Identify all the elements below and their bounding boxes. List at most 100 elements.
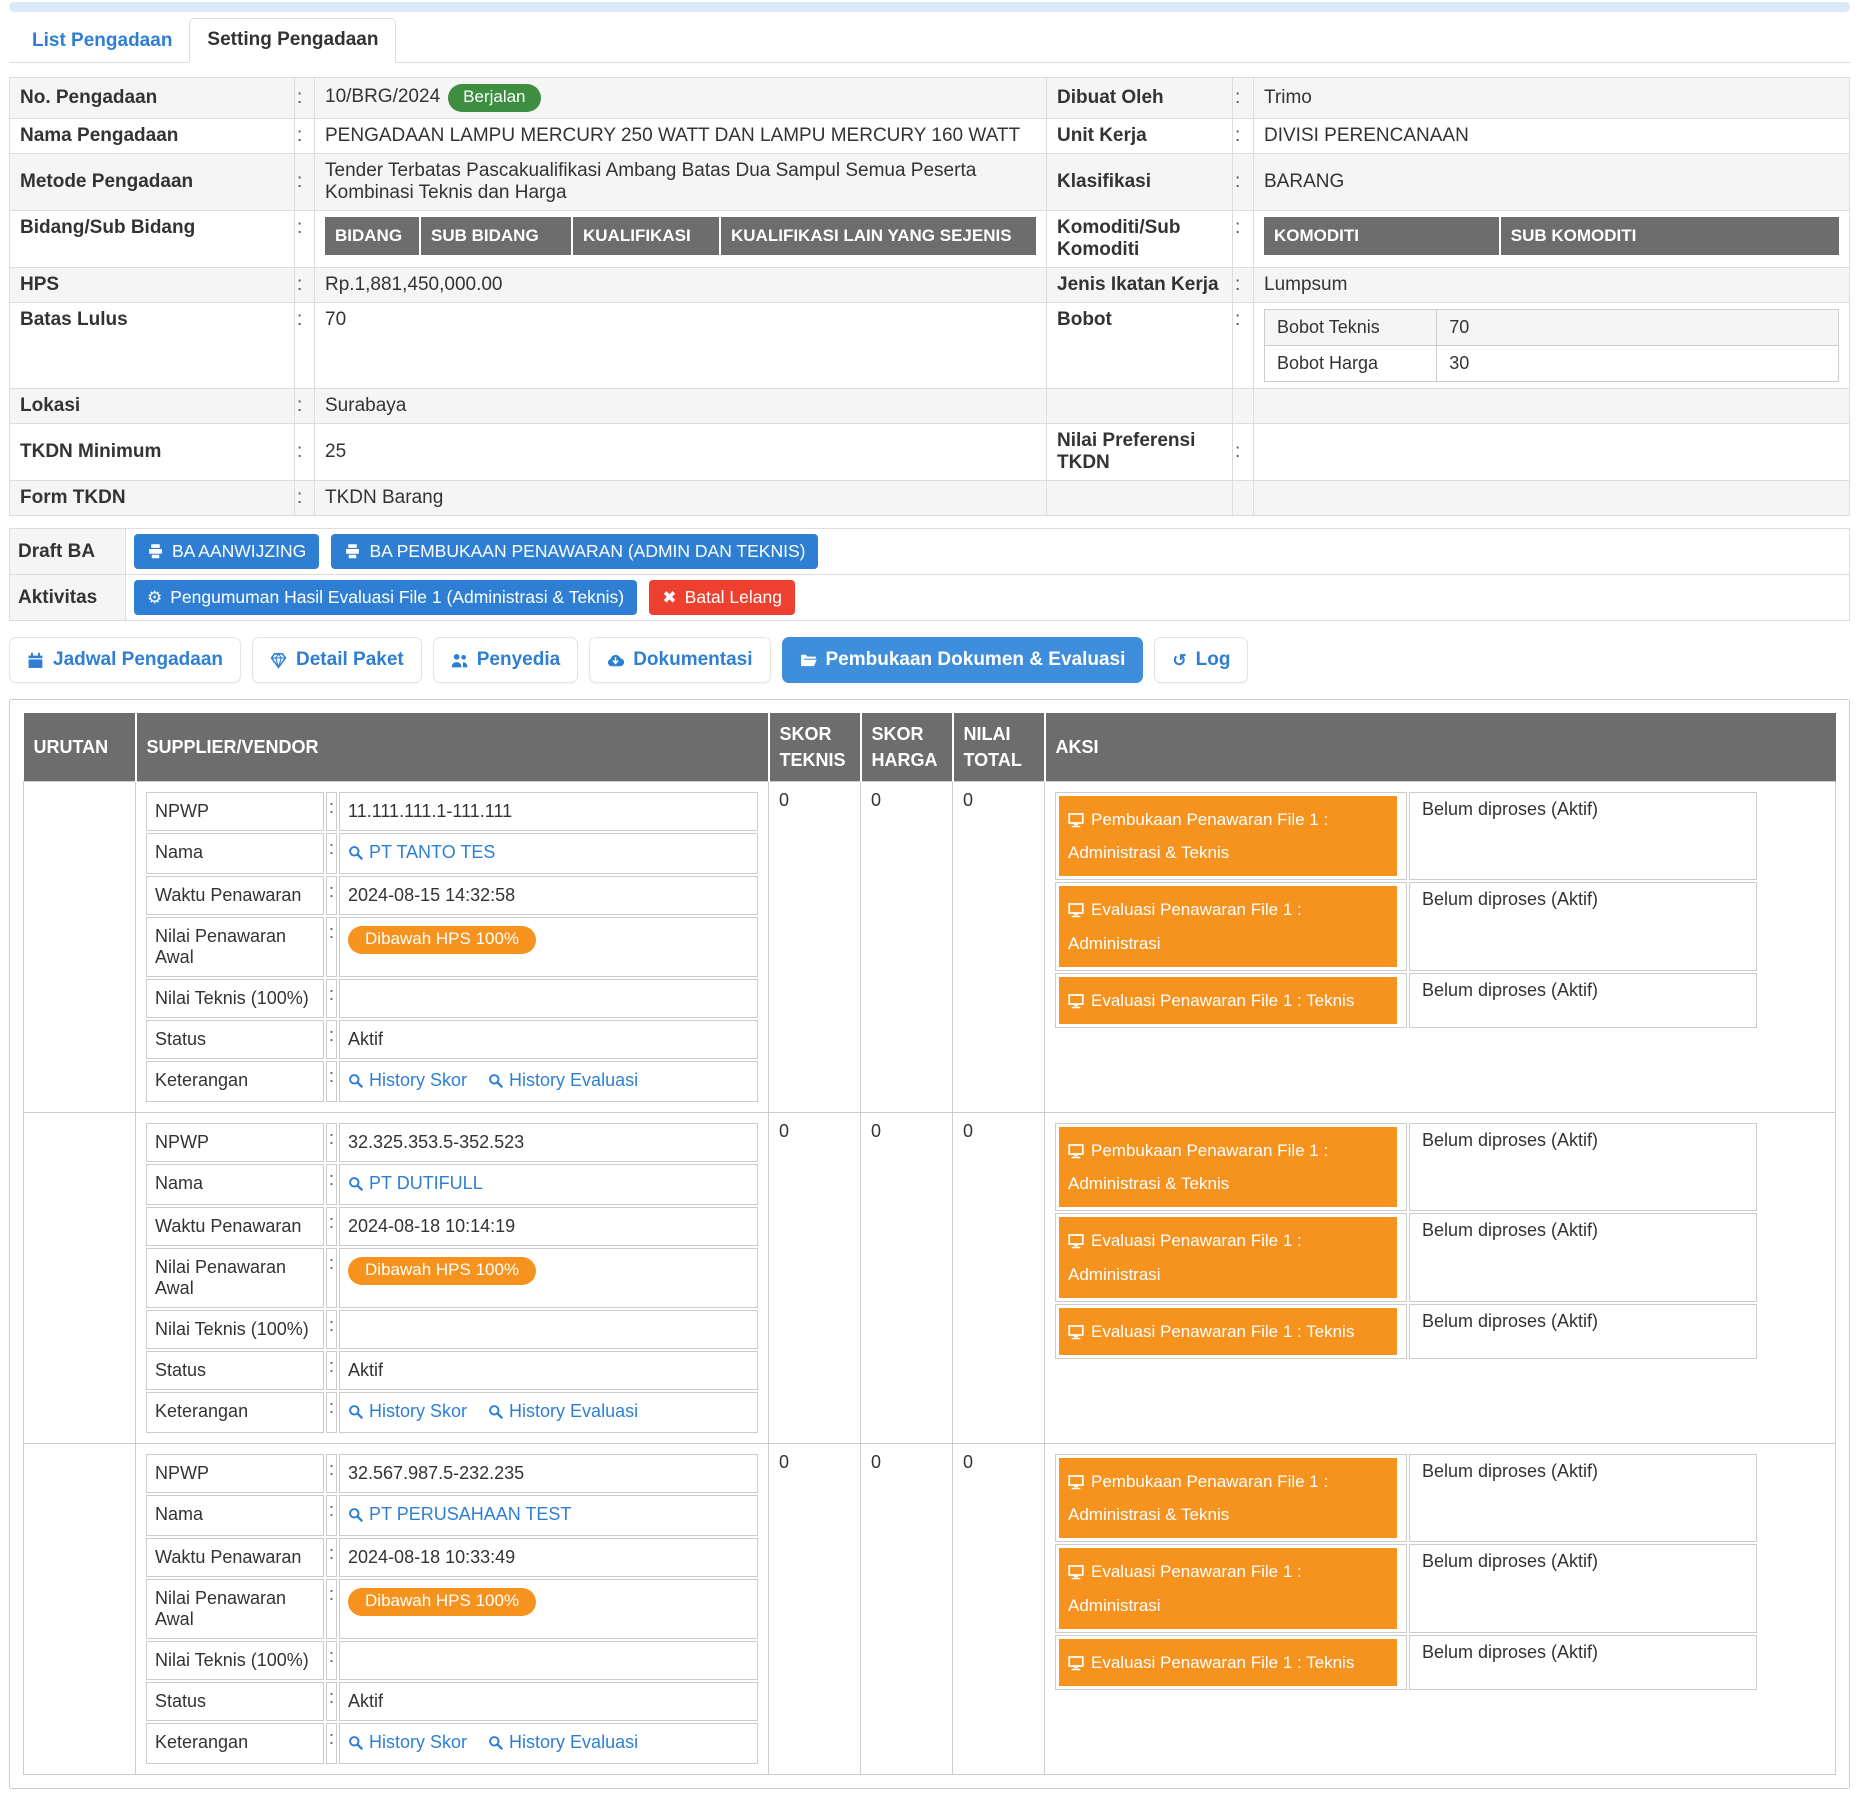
vendor-npwp: 32.325.353.5-352.523 <box>339 1123 758 1163</box>
sub-komoditi-header: SUB KOMODITI <box>1499 217 1839 255</box>
search-icon <box>348 1176 363 1191</box>
monitor-icon <box>1068 993 1084 1009</box>
bidang-header: BIDANG <box>325 217 421 255</box>
vendor-row: NPWP : 32.567.987.5-232.235 Nama : PT PE… <box>23 1443 1836 1776</box>
vendor-name-link[interactable]: PT TANTO TES <box>348 842 495 863</box>
monitor-icon <box>1068 1474 1084 1490</box>
header-nilai-total: NILAI TOTAL <box>952 713 1046 782</box>
nilai-total-value: 0 <box>952 1443 1045 1776</box>
history-skor-link[interactable]: History Skor <box>348 1070 467 1091</box>
hps-badge: Dibawah HPS 100% <box>348 1257 537 1286</box>
pembukaan-penawaran-file1-button[interactable]: Pembukaan Penawaran File 1 : Administras… <box>1059 796 1397 877</box>
vendor-table: URUTAN SUPPLIER/VENDOR SKOR TEKNIS SKOR … <box>23 713 1836 1776</box>
search-icon <box>348 845 363 860</box>
tab-setting-pengadaan[interactable]: Setting Pengadaan <box>189 18 397 63</box>
batal-lelang-button[interactable]: ✖ Batal Lelang <box>649 580 795 615</box>
evaluasi-penawaran-teknis-button[interactable]: Evaluasi Penawaran File 1 : Teknis <box>1059 1638 1397 1686</box>
vendor-table-body: NPWP : 11.111.111.1-111.111 Nama : PT TA… <box>23 781 1836 1776</box>
field-value-nilai-preferensi <box>1253 423 1850 481</box>
nav-detail-paket[interactable]: Detail Paket <box>252 637 422 683</box>
vendor-name-link[interactable]: PT PERUSAHAAN TEST <box>348 1504 571 1525</box>
search-icon <box>488 1073 503 1088</box>
bobot-harga-label: Bobot Harga <box>1263 345 1438 382</box>
action-table: Pembukaan Penawaran File 1 : Administras… <box>1053 1452 1759 1692</box>
kualifikasi-lain-header: KUALIFIKASI LAIN YANG SEJENIS <box>720 217 1036 255</box>
tab-list-pengadaan[interactable]: List Pengadaan <box>32 30 173 51</box>
urutan-cell <box>23 781 136 1114</box>
sub-bidang-header: SUB BIDANG <box>420 217 573 255</box>
supplier-detail-table: NPWP : 32.325.353.5-352.523 Nama : PT DU… <box>144 1121 760 1435</box>
skor-teknis-value: 0 <box>768 781 861 1114</box>
field-value-klasifikasi: BARANG <box>1253 153 1850 211</box>
ba-aanwijzing-button[interactable]: BA AANWIJZING <box>134 534 320 569</box>
folder-open-icon <box>800 652 817 669</box>
skor-harga-value: 0 <box>860 1112 953 1445</box>
pengumuman-hasil-evaluasi-button[interactable]: ⚙ Pengumuman Hasil Evaluasi File 1 (Admi… <box>134 580 638 615</box>
action-status: Belum diproses (Aktif) <box>1409 792 1757 881</box>
nav-pembukaan-dokumen-evaluasi[interactable]: Pembukaan Dokumen & Evaluasi <box>781 637 1144 683</box>
hps-badge: Dibawah HPS 100% <box>348 1588 537 1617</box>
vendor-nilai-teknis <box>339 979 758 1019</box>
evaluasi-penawaran-administrasi-button[interactable]: Evaluasi Penawaran File 1 : Administrasi <box>1059 1217 1397 1298</box>
ba-pembukaan-penawaran-button[interactable]: BA PEMBUKAAN PENAWARAN (ADMIN DAN TEKNIS… <box>331 534 819 569</box>
monitor-icon <box>1068 1233 1084 1249</box>
action-status: Belum diproses (Aktif) <box>1409 1213 1757 1302</box>
supplier-detail-table: NPWP : 32.567.987.5-232.235 Nama : PT PE… <box>144 1452 760 1766</box>
tab-bar: List Pengadaan Setting Pengadaan <box>9 18 1850 63</box>
header-aksi: AKSI <box>1044 713 1836 782</box>
vendor-status: Aktif <box>339 1682 758 1722</box>
search-icon <box>348 1073 363 1088</box>
vendor-npwp: 32.567.987.5-232.235 <box>339 1454 758 1494</box>
nav-jadwal-pengadaan[interactable]: Jadwal Pengadaan <box>9 637 242 683</box>
history-skor-link[interactable]: History Skor <box>348 1401 467 1422</box>
monitor-icon <box>1068 1324 1084 1340</box>
history-evaluasi-link[interactable]: History Evaluasi <box>488 1732 638 1753</box>
field-label-bidang: Bidang/Sub Bidang <box>9 210 295 268</box>
vendor-status: Aktif <box>339 1020 758 1060</box>
hps-badge: Dibawah HPS 100% <box>348 926 537 955</box>
vendor-row: NPWP : 32.325.353.5-352.523 Nama : PT DU… <box>23 1112 1836 1445</box>
aksi-cell: Pembukaan Penawaran File 1 : Administras… <box>1044 781 1836 1114</box>
nav-log[interactable]: ↺ Log <box>1154 637 1249 683</box>
field-label-metode: Metode Pengadaan <box>9 153 295 211</box>
vendor-table-header: URUTAN SUPPLIER/VENDOR SKOR TEKNIS SKOR … <box>23 713 1836 782</box>
header-supplier-vendor: SUPPLIER/VENDOR <box>135 713 770 782</box>
aktivitas-label: Aktivitas <box>9 574 126 621</box>
history-evaluasi-link[interactable]: History Evaluasi <box>488 1401 638 1422</box>
header-skor-teknis: SKOR TEKNIS <box>768 713 862 782</box>
skor-harga-value: 0 <box>860 781 953 1114</box>
field-value-hps: Rp.1,881,450,000.00 <box>314 267 1047 303</box>
nav-dokumentasi[interactable]: Dokumentasi <box>589 637 771 683</box>
action-status: Belum diproses (Aktif) <box>1409 972 1757 1028</box>
pembukaan-penawaran-file1-button[interactable]: Pembukaan Penawaran File 1 : Administras… <box>1059 1458 1397 1539</box>
field-label-dibuat-oleh: Dibuat Oleh <box>1046 77 1233 119</box>
field-value-form-tkdn: TKDN Barang <box>314 480 1047 516</box>
history-evaluasi-link[interactable]: History Evaluasi <box>488 1070 638 1091</box>
pembukaan-penawaran-file1-button[interactable]: Pembukaan Penawaran File 1 : Administras… <box>1059 1127 1397 1208</box>
skor-teknis-value: 0 <box>768 1443 861 1776</box>
urutan-cell <box>23 1112 136 1445</box>
field-value-dibuat-oleh: Trimo <box>1253 77 1850 119</box>
action-status: Belum diproses (Aktif) <box>1409 1123 1757 1212</box>
cloud-download-icon <box>607 652 624 669</box>
komoditi-header: KOMODITI <box>1264 217 1501 255</box>
field-value-nama-pengadaan: PENGADAAN LAMPU MERCURY 250 WATT DAN LAM… <box>314 118 1047 154</box>
evaluasi-penawaran-administrasi-button[interactable]: Evaluasi Penawaran File 1 : Administrasi <box>1059 1548 1397 1629</box>
evaluasi-penawaran-administrasi-button[interactable]: Evaluasi Penawaran File 1 : Administrasi <box>1059 886 1397 967</box>
nav-penyedia[interactable]: Penyedia <box>432 637 579 683</box>
evaluasi-penawaran-teknis-button[interactable]: Evaluasi Penawaran File 1 : Teknis <box>1059 976 1397 1024</box>
history-icon: ↺ <box>1172 650 1187 670</box>
field-label-unit-kerja: Unit Kerja <box>1046 118 1233 154</box>
bidang-subtable: BIDANG SUB BIDANG KUALIFIKASI KUALIFIKAS… <box>314 210 1047 268</box>
vendor-row: NPWP : 11.111.111.1-111.111 Nama : PT TA… <box>23 781 1836 1114</box>
gears-icon: ⚙ <box>147 588 163 607</box>
evaluasi-penawaran-teknis-button[interactable]: Evaluasi Penawaran File 1 : Teknis <box>1059 1307 1397 1355</box>
vendor-name-link[interactable]: PT DUTIFULL <box>348 1173 483 1194</box>
supplier-cell: NPWP : 32.325.353.5-352.523 Nama : PT DU… <box>135 1112 769 1445</box>
supplier-detail-table: NPWP : 11.111.111.1-111.111 Nama : PT TA… <box>144 790 760 1104</box>
search-icon <box>348 1404 363 1419</box>
gem-icon <box>270 652 287 669</box>
vendor-nilai-teknis <box>339 1641 758 1681</box>
history-skor-link[interactable]: History Skor <box>348 1732 467 1753</box>
field-label-klasifikasi: Klasifikasi <box>1046 153 1233 211</box>
